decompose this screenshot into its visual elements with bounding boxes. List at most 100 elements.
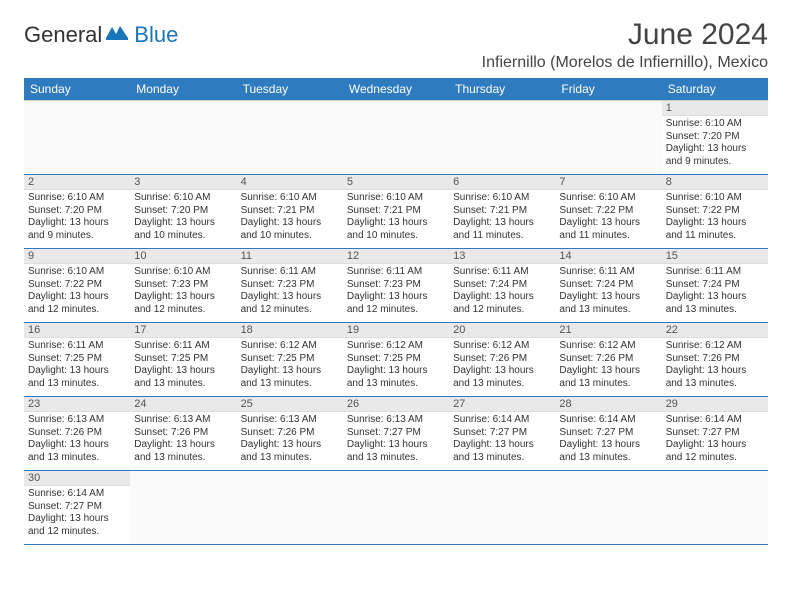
day-details: Sunrise: 6:14 AMSunset: 7:27 PMDaylight:… [24,486,130,540]
sunset-line: Sunset: 7:24 PM [666,279,764,292]
weekday-header: Friday [555,78,661,101]
calendar-cell-empty [343,471,449,545]
sunrise-line: Sunrise: 6:11 AM [28,340,126,353]
day-details: Sunrise: 6:12 AMSunset: 7:26 PMDaylight:… [662,338,768,392]
daylight-line: Daylight: 13 hours and 9 minutes. [28,217,126,242]
sunset-line: Sunset: 7:23 PM [134,279,232,292]
sunrise-line: Sunrise: 6:11 AM [241,266,339,279]
sunset-line: Sunset: 7:22 PM [559,205,657,218]
day-number: 9 [24,249,130,264]
day-details: Sunrise: 6:10 AMSunset: 7:21 PMDaylight:… [237,190,343,244]
daylight-line: Daylight: 13 hours and 10 minutes. [347,217,445,242]
day-details: Sunrise: 6:14 AMSunset: 7:27 PMDaylight:… [662,412,768,466]
sunrise-line: Sunrise: 6:11 AM [559,266,657,279]
calendar-cell: 24 Sunrise: 6:13 AMSunset: 7:26 PMDayligh… [130,397,236,471]
day-details: Sunrise: 6:13 AMSunset: 7:26 PMDaylight:… [237,412,343,466]
day-number: 15 [662,249,768,264]
logo-word-1: General [24,22,102,48]
sunset-line: Sunset: 7:21 PM [453,205,551,218]
sunset-line: Sunset: 7:26 PM [134,427,232,440]
day-number: 30 [24,471,130,486]
day-number: 21 [555,323,661,338]
calendar-cell: 28Sunrise: 6:14 AMSunset: 7:27 PMDayligh… [555,397,661,471]
day-number: 8 [662,175,768,190]
sunrise-line: Sunrise: 6:14 AM [28,488,126,501]
sunset-line: Sunset: 7:22 PM [28,279,126,292]
daylight-line: Daylight: 13 hours and 12 minutes. [241,291,339,316]
weekday-header: Wednesday [343,78,449,101]
header: General Blue June 2024 Infiernillo (More… [24,18,768,72]
flag-icon [106,24,130,47]
daylight-line: Daylight: 13 hours and 13 minutes. [241,439,339,464]
weekday-header: Thursday [449,78,555,101]
day-number: 4 [237,175,343,190]
day-details: Sunrise: 6:10 AMSunset: 7:23 PMDaylight:… [130,264,236,318]
sunset-line: Sunset: 7:24 PM [559,279,657,292]
day-details: Sunrise: 6:11 AMSunset: 7:25 PMDaylight:… [24,338,130,392]
calendar-cell: 15Sunrise: 6:11 AMSunset: 7:24 PMDayligh… [662,249,768,323]
day-number: 13 [449,249,555,264]
sunset-line: Sunset: 7:26 PM [666,353,764,366]
day-details: Sunrise: 6:10 AMSunset: 7:22 PMDaylight:… [555,190,661,244]
sunset-line: Sunset: 7:23 PM [347,279,445,292]
sunrise-line: Sunrise: 6:10 AM [134,266,232,279]
sunrise-line: Sunrise: 6:13 AM [241,414,339,427]
day-number: 28 [555,397,661,412]
weekday-header: Monday [130,78,236,101]
day-number: 24 [130,397,236,412]
daylight-line: Daylight: 13 hours and 12 minutes. [347,291,445,316]
day-details: Sunrise: 6:12 AMSunset: 7:26 PMDaylight:… [449,338,555,392]
day-number: 25 [237,397,343,412]
day-details: Sunrise: 6:14 AMSunset: 7:27 PMDaylight:… [449,412,555,466]
calendar-cell-empty [449,101,555,175]
sunset-line: Sunset: 7:25 PM [241,353,339,366]
day-details: Sunrise: 6:14 AMSunset: 7:27 PMDaylight:… [555,412,661,466]
sunrise-line: Sunrise: 6:12 AM [453,340,551,353]
daylight-line: Daylight: 13 hours and 12 minutes. [28,513,126,538]
sunrise-line: Sunrise: 6:10 AM [559,192,657,205]
calendar-cell-empty [662,471,768,545]
sunset-line: Sunset: 7:20 PM [28,205,126,218]
location-subtitle: Infiernillo (Morelos de Infiernillo), Me… [482,54,768,72]
day-details: Sunrise: 6:10 AMSunset: 7:20 PMDaylight:… [662,116,768,170]
calendar-cell-empty [130,471,236,545]
sunset-line: Sunset: 7:26 PM [559,353,657,366]
day-details: Sunrise: 6:11 AMSunset: 7:24 PMDaylight:… [662,264,768,318]
day-details: Sunrise: 6:11 AMSunset: 7:23 PMDaylight:… [343,264,449,318]
calendar-cell: 2Sunrise: 6:10 AMSunset: 7:20 PMDaylight… [24,175,130,249]
day-details: Sunrise: 6:10 AMSunset: 7:21 PMDaylight:… [343,190,449,244]
calendar-cell: 11Sunrise: 6:11 AMSunset: 7:23 PMDayligh… [237,249,343,323]
sunset-line: Sunset: 7:25 PM [134,353,232,366]
daylight-line: Daylight: 13 hours and 13 minutes. [453,365,551,390]
day-number: 11 [237,249,343,264]
daylight-line: Daylight: 13 hours and 13 minutes. [347,365,445,390]
calendar-cell: 6Sunrise: 6:10 AMSunset: 7:21 PMDaylight… [449,175,555,249]
sunrise-line: Sunrise: 6:12 AM [347,340,445,353]
daylight-line: Daylight: 13 hours and 13 minutes. [559,291,657,316]
sunrise-line: Sunrise: 6:13 AM [134,414,232,427]
day-number: 23 [24,397,130,412]
day-details: Sunrise: 6:12 AMSunset: 7:25 PMDaylight:… [343,338,449,392]
sunrise-line: Sunrise: 6:10 AM [28,266,126,279]
calendar-cell: 22Sunrise: 6:12 AMSunset: 7:26 PMDayligh… [662,323,768,397]
sunrise-line: Sunrise: 6:11 AM [347,266,445,279]
calendar-cell: 7Sunrise: 6:10 AMSunset: 7:22 PMDaylight… [555,175,661,249]
sunset-line: Sunset: 7:26 PM [241,427,339,440]
daylight-line: Daylight: 13 hours and 11 minutes. [666,217,764,242]
daylight-line: Daylight: 13 hours and 13 minutes. [134,439,232,464]
day-details: Sunrise: 6:12 AMSunset: 7:26 PMDaylight:… [555,338,661,392]
logo-word-2: Blue [134,22,178,48]
sunrise-line: Sunrise: 6:13 AM [347,414,445,427]
calendar-cell: 26Sunrise: 6:13 AMSunset: 7:27 PMDayligh… [343,397,449,471]
day-number: 14 [555,249,661,264]
daylight-line: Daylight: 13 hours and 12 minutes. [666,439,764,464]
calendar-cell-empty [237,101,343,175]
calendar-cell-empty [343,101,449,175]
weekday-header: Tuesday [237,78,343,101]
calendar-cell: 8Sunrise: 6:10 AMSunset: 7:22 PMDaylight… [662,175,768,249]
calendar-cell: 1Sunrise: 6:10 AMSunset: 7:20 PMDaylight… [662,101,768,175]
day-details: Sunrise: 6:11 AMSunset: 7:24 PMDaylight:… [449,264,555,318]
day-number: 12 [343,249,449,264]
day-number: 22 [662,323,768,338]
calendar-cell-empty [130,101,236,175]
